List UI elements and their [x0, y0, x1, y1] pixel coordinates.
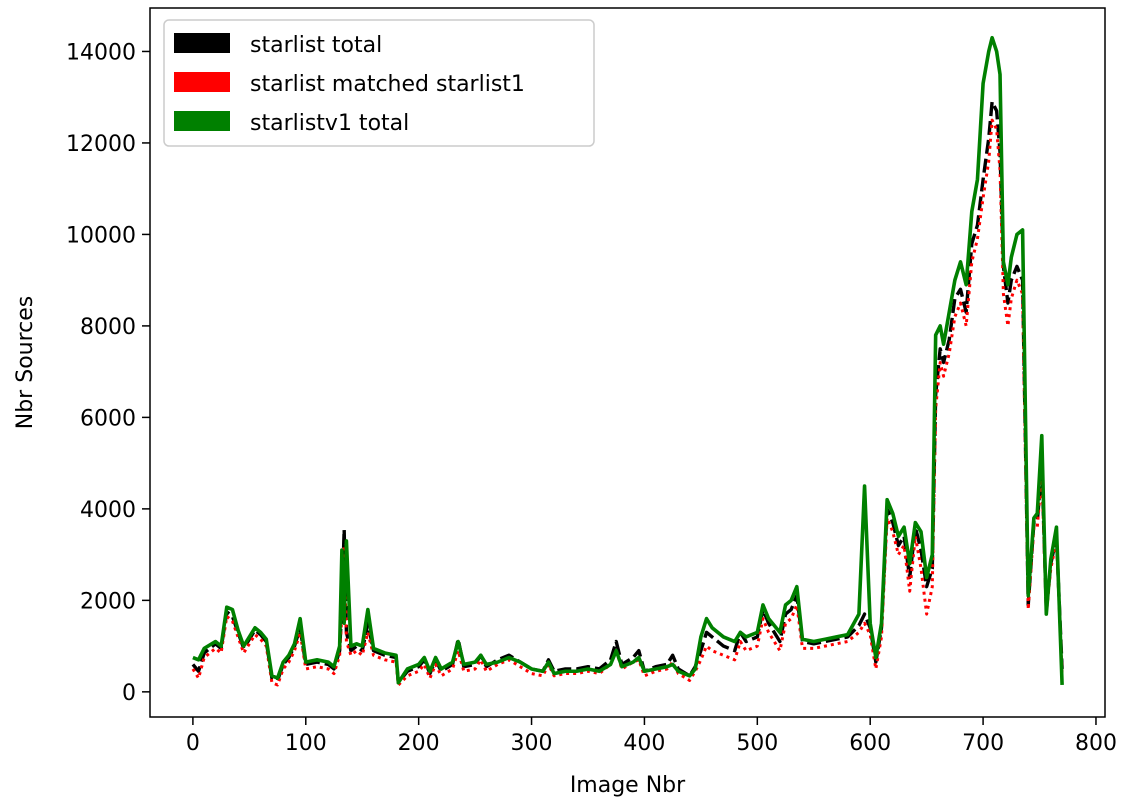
x-tick-label: 200	[398, 731, 440, 756]
legend: starlist total starlist matched starlist1…	[164, 20, 594, 146]
x-tick-label: 500	[736, 731, 778, 756]
y-axis-label: Nbr Sources	[13, 296, 38, 429]
x-tick-label: 800	[1075, 731, 1117, 756]
y-tick-label: 6000	[80, 406, 136, 431]
y-tick-label: 14000	[66, 40, 136, 65]
legend-label-1: starlist total	[250, 33, 382, 58]
x-tick-label: 300	[511, 731, 553, 756]
y-tick-label: 8000	[80, 315, 136, 340]
legend-swatch-2	[174, 72, 230, 92]
x-tick-label: 600	[849, 731, 891, 756]
y-tick-label: 10000	[66, 223, 136, 248]
y-tick-label: 12000	[66, 132, 136, 157]
y-axis: 0 2000 4000 6000 8000 10000 12000 14000	[66, 40, 150, 705]
x-tick-label: 700	[962, 731, 1004, 756]
legend-label-2: starlist matched starlist1	[250, 72, 525, 97]
x-axis-label: Image Nbr	[570, 773, 686, 798]
legend-swatch-1	[174, 33, 230, 53]
legend-swatch-3	[174, 111, 230, 131]
x-axis: 0 100 200 300 400 500 600 700 800	[186, 717, 1117, 756]
y-tick-label: 2000	[80, 589, 136, 614]
y-tick-label: 0	[122, 681, 136, 706]
y-tick-label: 4000	[80, 498, 136, 523]
legend-label-3: starlistv1 total	[250, 111, 409, 136]
x-tick-label: 400	[623, 731, 665, 756]
x-tick-label: 100	[285, 731, 327, 756]
x-tick-label: 0	[186, 731, 200, 756]
